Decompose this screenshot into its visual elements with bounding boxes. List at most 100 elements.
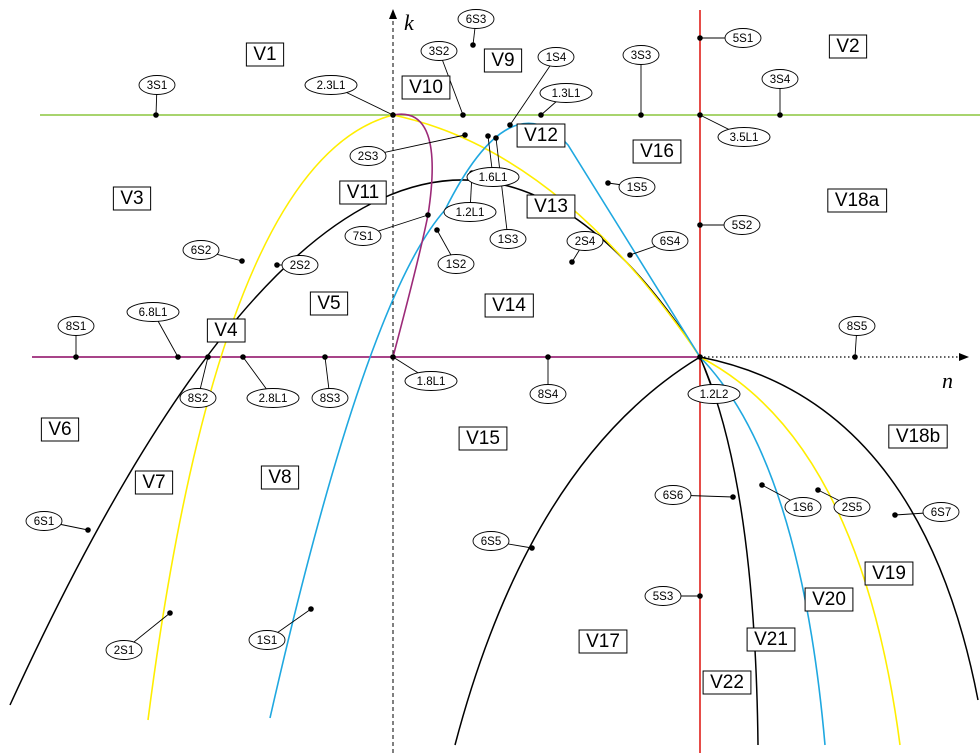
region-v7: V7 (134, 470, 174, 495)
point-dot-2s4 (569, 259, 575, 265)
region-v17: V17 (578, 629, 628, 654)
svg-text:V3: V3 (120, 188, 143, 209)
region-v8: V8 (260, 465, 300, 490)
region-v21: V21 (746, 627, 796, 652)
point-label-text: 6S3 (466, 14, 486, 26)
point-dot-3s3 (638, 112, 644, 118)
black-curve-upper (9, 179, 701, 706)
point-label-1-2l2: 1.2L2 (687, 384, 741, 404)
region-v15: V15 (458, 426, 508, 451)
point-label-text: 5S2 (732, 220, 752, 232)
leader-lines (43, 18, 942, 651)
region-v4: V4 (206, 318, 246, 343)
point-label-2s3: 2S3 (349, 146, 387, 166)
point-label-text: 3S3 (631, 50, 651, 62)
point-dot-6s5 (529, 545, 535, 551)
point-label-text: 2S4 (575, 236, 596, 248)
region-v2: V2 (828, 34, 868, 59)
point-label-text: 6.8L1 (139, 307, 168, 319)
point-label-text: 6S2 (191, 245, 211, 257)
region-v6: V6 (40, 417, 80, 442)
point-dot-1-3l1 (538, 112, 544, 118)
point-dot-2s1 (167, 610, 173, 616)
point-label-3s3: 3S3 (622, 45, 660, 65)
point-dot-5s3 (697, 593, 703, 599)
svg-text:V10: V10 (409, 77, 443, 98)
point-dot-1-2l2 (697, 354, 703, 360)
svg-text:V15: V15 (466, 428, 500, 449)
point-label-text: 1S6 (793, 502, 813, 514)
point-dot-3s4 (777, 112, 783, 118)
leader-1s3 (495, 137, 509, 240)
svg-text:V14: V14 (492, 295, 526, 316)
point-label-text: 3S2 (429, 46, 449, 58)
point-dot-6s3 (470, 42, 476, 48)
point-label-3s1: 3S1 (138, 75, 176, 95)
point-dot-3-5l1 (697, 112, 703, 118)
point-label-3s2: 3S2 (420, 41, 458, 61)
region-v19: V19 (864, 561, 914, 586)
point-label-text: 5S1 (733, 33, 753, 45)
point-dot-6s7 (892, 512, 898, 518)
point-label-1s2: 1S2 (437, 254, 475, 274)
point-dot-8s3 (322, 354, 328, 360)
region-v16: V16 (632, 139, 682, 164)
region-v1: V1 (245, 42, 285, 67)
point-dot-3s1 (153, 112, 159, 118)
point-label-text: 2S1 (114, 645, 134, 657)
region-v13: V13 (526, 194, 576, 219)
point-dot-8s2 (205, 354, 211, 360)
point-dot-2s5 (815, 487, 821, 493)
point-dot-1s2 (434, 227, 440, 233)
svg-text:V12: V12 (524, 125, 558, 146)
svg-text:V11: V11 (347, 182, 379, 203)
point-label-8s5: 8S5 (838, 316, 876, 336)
blue-curve-upper (269, 122, 701, 719)
point-label-text: 1S5 (627, 182, 647, 194)
point-label-text: 6S6 (663, 490, 683, 502)
svg-text:V22: V22 (710, 672, 744, 693)
point-label-1-2l1: 1.2L1 (443, 202, 497, 222)
svg-text:V8: V8 (268, 467, 291, 488)
point-label-text: 2.3L1 (317, 80, 346, 92)
svg-text:V20: V20 (812, 589, 846, 610)
svg-text:V21: V21 (754, 629, 788, 650)
point-dot-1s4 (507, 122, 513, 128)
point-label-text: 7S1 (353, 231, 373, 243)
point-label-text: 6S4 (660, 236, 681, 248)
point-label-1s4: 1S4 (537, 47, 575, 67)
point-label-text: 1.6L1 (479, 172, 508, 184)
point-label-3-5l1: 3.5L1 (717, 127, 771, 147)
point-label-5s2: 5S2 (723, 215, 761, 235)
point-label-8s4: 8S4 (529, 384, 567, 404)
region-v3: V3 (112, 186, 152, 211)
point-dot-6s2 (239, 258, 245, 264)
point-label-text: 2S2 (290, 260, 310, 272)
point-label-text: 1.8L1 (417, 376, 446, 388)
point-label-6s3: 6S3 (457, 9, 495, 29)
point-dot-6s1 (85, 527, 91, 533)
point-label-text: 8S5 (847, 321, 867, 333)
point-dot-2-3l1 (390, 112, 396, 118)
point-label-text: 1S2 (446, 259, 466, 271)
region-v20: V20 (804, 587, 854, 612)
point-label-text: 8S4 (538, 389, 559, 401)
point-dot-6s4 (627, 252, 633, 258)
point-label-text: 5S3 (653, 591, 673, 603)
point-dot-1-6l1 (485, 133, 491, 139)
point-label-text: 8S2 (188, 393, 208, 405)
point-label-2-8l1: 2.8L1 (246, 388, 300, 408)
point-dot-2s2 (274, 262, 280, 268)
point-dot-1s6 (759, 482, 765, 488)
region-v18b: V18b (888, 424, 948, 449)
point-label-5s3: 5S3 (644, 586, 682, 606)
point-label-2s2: 2S2 (281, 255, 319, 275)
point-label-1-3l1: 1.3L1 (539, 83, 593, 103)
point-dot-1s1 (308, 606, 314, 612)
leader-1s4 (509, 56, 557, 126)
point-dot-6-8l1 (175, 354, 181, 360)
point-label-6s6: 6S6 (654, 485, 692, 505)
svg-text:V1: V1 (253, 44, 276, 65)
black-curve-lower-left (454, 356, 701, 746)
